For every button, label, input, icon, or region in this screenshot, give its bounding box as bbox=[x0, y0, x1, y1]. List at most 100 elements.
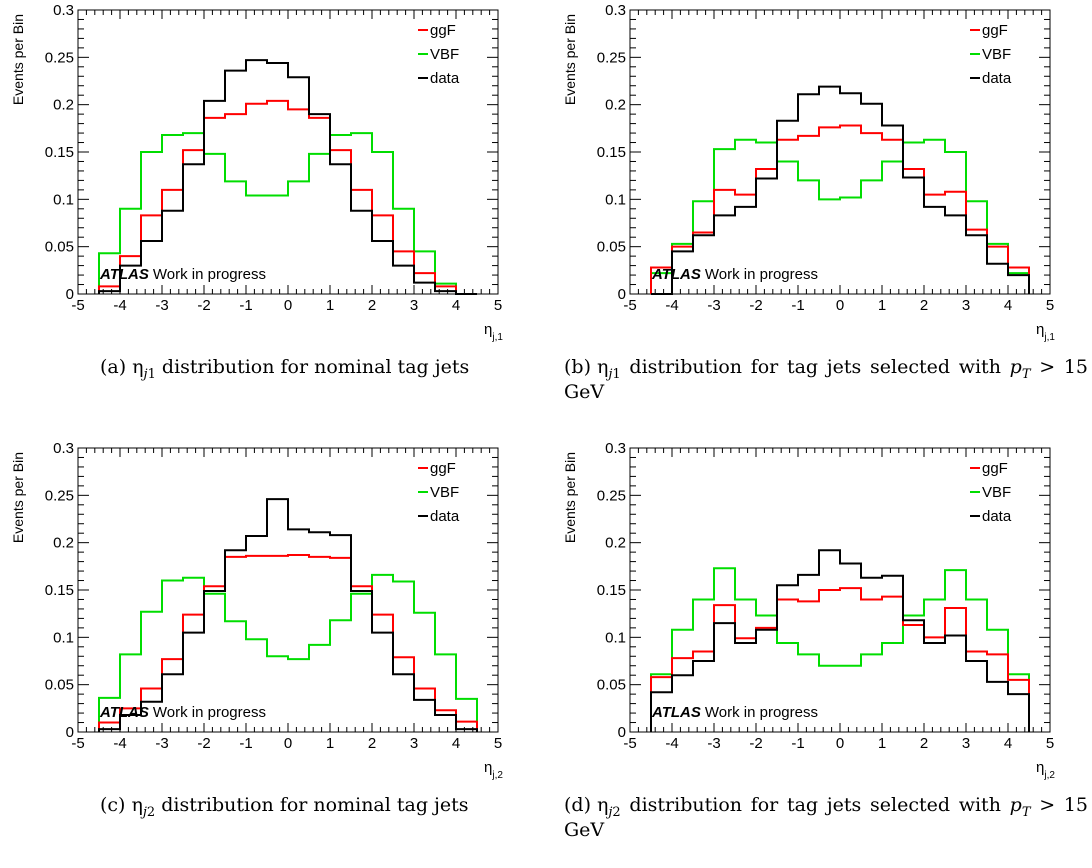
x-axis-label: ηj,2 bbox=[1036, 759, 1055, 781]
caption-label: (a) bbox=[100, 356, 127, 378]
x-tick-label: -4 bbox=[113, 735, 126, 752]
y-axis-label: Events per Bin bbox=[562, 452, 578, 543]
y-tick-label: 0.3 bbox=[605, 2, 626, 19]
y-tick-label: 0.15 bbox=[597, 582, 626, 599]
caption-symbol: ηj1 bbox=[132, 356, 156, 382]
x-tick-label: 3 bbox=[962, 297, 970, 314]
x-tick-label: -1 bbox=[239, 297, 252, 314]
chart-a: -5 -4 -3 -2 -1 0 1 2 3 4 5 0 0.05 0.1 0.15 0.2 0.25 0.3 Ev… bbox=[10, 2, 503, 343]
x-tick-label: -5 bbox=[71, 735, 84, 752]
x-tick-label: -4 bbox=[665, 735, 678, 752]
y-tick-label: 0.1 bbox=[53, 191, 74, 208]
legend-label-vbf: VBF bbox=[982, 46, 1011, 63]
caption-label: (d) bbox=[564, 794, 591, 816]
chart-c: -5 -4 -3 -2 -1 0 1 2 3 4 5 0 0.05 0.1 0.15 0.2 0.25 0.3 Ev… bbox=[10, 440, 503, 781]
caption-symbol: ηj2 bbox=[597, 794, 621, 820]
panel-c: -5 -4 -3 -2 -1 0 1 2 3 4 5 0 0.05 0.1 0.15 0.2 0.25 0.3 Ev… bbox=[0, 438, 546, 868]
x-tick-label: -5 bbox=[623, 735, 636, 752]
y-tick-label: 0.05 bbox=[597, 677, 626, 694]
histogram-data bbox=[98, 59, 477, 295]
x-tick-label: 1 bbox=[326, 297, 334, 314]
x-tick-label: 1 bbox=[878, 297, 886, 314]
x-tick-label: -1 bbox=[791, 735, 804, 752]
x-tick-label: 2 bbox=[368, 297, 376, 314]
y-tick-label: 0.05 bbox=[597, 239, 626, 256]
x-tick-label: 3 bbox=[410, 735, 418, 752]
y-tick-label: 0.3 bbox=[605, 440, 626, 457]
legend-label-ggf: ggF bbox=[982, 460, 1008, 477]
atlas-annotation: ATLAS Work in progress bbox=[99, 266, 266, 283]
caption-b: (b) ηj1 distribution for tag jets selecte… bbox=[564, 355, 1088, 405]
y-tick-label: 0.25 bbox=[45, 49, 74, 66]
y-tick-label: 0.1 bbox=[53, 629, 74, 646]
histogram-data bbox=[98, 498, 478, 732]
panel-a: -5 -4 -3 -2 -1 0 1 2 3 4 5 0 0.05 0.1 0.15 0.2 0.25 0.3 Ev… bbox=[0, 0, 546, 430]
y-tick-label: 0.2 bbox=[53, 97, 74, 114]
x-tick-label: 2 bbox=[920, 735, 928, 752]
y-tick-label: 0.15 bbox=[45, 582, 74, 599]
legend-label-vbf: VBF bbox=[430, 484, 459, 501]
atlas-annotation: ATLAS Work in progress bbox=[651, 704, 818, 721]
legend-label-data: data bbox=[430, 508, 460, 525]
y-tick-label: 0 bbox=[66, 286, 74, 303]
legend-label-data: data bbox=[982, 70, 1012, 87]
caption-text: distribution for nominal tag jets bbox=[161, 794, 469, 816]
caption-a: (a) ηj1 distribution for nominal tag jets bbox=[100, 355, 540, 382]
caption-label: (b) bbox=[564, 356, 591, 378]
atlas-annotation: ATLAS Work in progress bbox=[99, 704, 266, 721]
x-tick-label: -2 bbox=[749, 297, 762, 314]
y-tick-label: 0.05 bbox=[45, 677, 74, 694]
y-tick-label: 0.2 bbox=[605, 97, 626, 114]
x-tick-label: 3 bbox=[410, 297, 418, 314]
legend-label-data: data bbox=[982, 508, 1012, 525]
x-tick-label: 0 bbox=[284, 297, 292, 314]
caption-pt-cut: pT > bbox=[1009, 794, 1064, 820]
x-tick-label: 3 bbox=[962, 735, 970, 752]
x-axis-label: ηj,1 bbox=[484, 321, 503, 343]
y-tick-label: 0.3 bbox=[53, 2, 74, 19]
x-tick-label: -3 bbox=[155, 297, 168, 314]
y-tick-label: 0.15 bbox=[45, 144, 74, 161]
x-tick-label: 4 bbox=[452, 735, 460, 752]
x-tick-label: -3 bbox=[155, 735, 168, 752]
caption-text: distribution for nominal tag jets bbox=[161, 356, 470, 378]
x-tick-label: -5 bbox=[71, 297, 84, 314]
histogram-data bbox=[651, 85, 1030, 295]
histogram-data bbox=[650, 549, 1030, 732]
x-tick-label: 0 bbox=[836, 297, 844, 314]
x-tick-label: 4 bbox=[452, 297, 460, 314]
caption-d: (d) ηj2 distribution for tag jets selecte… bbox=[564, 793, 1088, 843]
caption-text: distribution for tag jets selected with bbox=[629, 356, 1010, 378]
x-axis-label: ηj,2 bbox=[484, 759, 503, 781]
x-tick-label: -3 bbox=[707, 297, 720, 314]
caption-threshold: 15 GeV bbox=[564, 356, 1089, 403]
y-tick-label: 0.25 bbox=[45, 487, 74, 504]
x-tick-label: 5 bbox=[1046, 735, 1054, 752]
x-tick-label: -4 bbox=[665, 297, 678, 314]
chart-d: -5 -4 -3 -2 -1 0 1 2 3 4 5 0 0.05 0.1 0.15 0.2 0.25 0.3 Ev… bbox=[562, 440, 1055, 781]
x-tick-label: 1 bbox=[878, 735, 886, 752]
x-tick-label: -2 bbox=[749, 735, 762, 752]
panel-d: -5 -4 -3 -2 -1 0 1 2 3 4 5 0 0.05 0.1 0.15 0.2 0.25 0.3 Ev… bbox=[552, 438, 1092, 868]
x-tick-label: 5 bbox=[494, 735, 502, 752]
y-tick-label: 0.15 bbox=[597, 144, 626, 161]
y-tick-label: 0.3 bbox=[53, 440, 74, 457]
x-tick-label: 5 bbox=[494, 297, 502, 314]
x-tick-label: -4 bbox=[113, 297, 126, 314]
y-tick-label: 0 bbox=[618, 286, 626, 303]
caption-threshold: 15 GeV bbox=[564, 794, 1089, 841]
x-tick-label: 0 bbox=[836, 735, 844, 752]
x-axis-label: ηj,1 bbox=[1036, 321, 1055, 343]
histogram-vbf bbox=[98, 573, 478, 732]
y-tick-label: 0.25 bbox=[597, 49, 626, 66]
x-tick-label: -3 bbox=[707, 735, 720, 752]
legend-label-ggf: ggF bbox=[430, 460, 456, 477]
caption-c: (c) ηj2 distribution for nominal tag jets bbox=[100, 793, 540, 819]
x-tick-label: -1 bbox=[239, 735, 252, 752]
y-tick-label: 0.1 bbox=[605, 629, 626, 646]
histogram-vbf bbox=[98, 132, 477, 295]
y-tick-label: 0.05 bbox=[45, 239, 74, 256]
x-tick-label: 4 bbox=[1004, 735, 1012, 752]
histogram-vbf bbox=[650, 567, 1030, 732]
